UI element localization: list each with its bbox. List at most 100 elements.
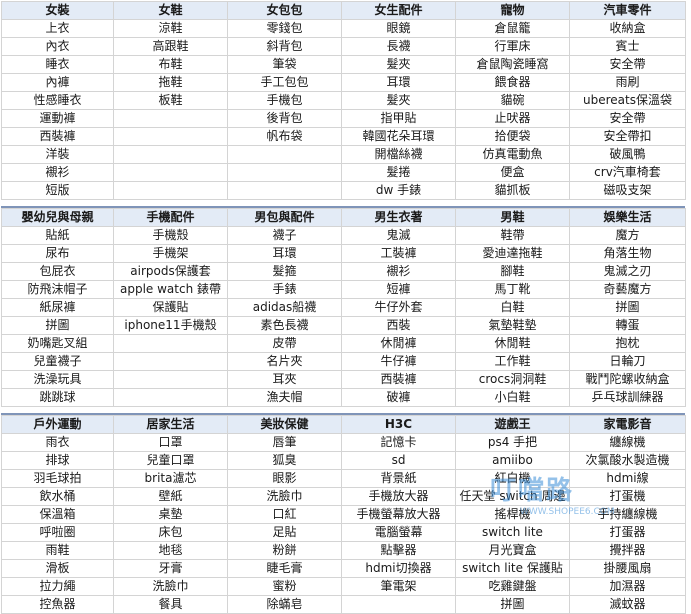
column-header: 寵物 <box>455 1 570 20</box>
table-cell: 耳環 <box>341 73 456 92</box>
table-cell: 襪子 <box>227 226 342 245</box>
table-cell: 鬼滅 <box>341 226 456 245</box>
table-cell: 打蛋機 <box>569 487 686 506</box>
table-cell: 兒童襪子 <box>1 352 114 371</box>
table-cell: 排球 <box>1 451 114 470</box>
table-cell: 紅白機 <box>455 469 570 488</box>
table-cell: 內衣 <box>1 37 114 56</box>
table-cell: 布鞋 <box>113 55 228 74</box>
table-cell: 襯衫 <box>341 262 456 281</box>
table-cell: 飲水桶 <box>1 487 114 506</box>
table-cell: 休閒鞋 <box>455 334 570 353</box>
table-cell: 戰鬥陀螺收納盒 <box>569 370 686 389</box>
table-row: 拼圖 iphone11手機殼 素色長襪 西裝 氣墊鞋墊 轉蛋 <box>1 316 686 335</box>
table-row: 內衣 高跟鞋 斜背包 長襪 行軍床 賓士 <box>1 37 686 56</box>
table-cell: 手機殼 <box>113 226 228 245</box>
table-cell: 牛仔外套 <box>341 298 456 317</box>
table-row: 包屁衣 airpods保護套 髮箍 襯衫 腳鞋 鬼滅之刃 <box>1 262 686 281</box>
table-cell: 指甲貼 <box>341 109 456 128</box>
column-header: 汽車零件 <box>569 1 686 20</box>
table-cell: 便盒 <box>455 163 570 182</box>
table-row: 奶嘴匙叉組 皮帶 休閒褲 休閒鞋 抱枕 <box>1 334 686 353</box>
category-block: 女裝 女鞋 女包包 女生配件 寵物 汽車零件 上衣 涼鞋 零錢包 眼鏡 倉鼠籠 收納盒 內衣 高跟鞋 斜背包… <box>1 1 686 200</box>
table-cell: 短褲 <box>341 280 456 299</box>
table-cell: 安全帶扣 <box>569 127 686 146</box>
column-header: 居家生活 <box>113 415 228 434</box>
table-cell: 角落生物 <box>569 244 686 263</box>
table-cell: 除蟎皂 <box>227 595 342 614</box>
column-header: 手機配件 <box>113 208 228 227</box>
table-cell: 狐臭 <box>227 451 342 470</box>
table-row: 呼啦圈 床包 足貼 電腦螢幕 switch lite 打蛋器 <box>1 523 686 542</box>
table-cell: 素色長襪 <box>227 316 342 335</box>
table-cell: 耳環 <box>227 244 342 263</box>
table-cell: airpods保護套 <box>113 262 228 281</box>
table-cell: 休閒褲 <box>341 334 456 353</box>
table-row: 貼紙 手機殼 襪子 鬼滅 鞋帶 魔方 <box>1 226 686 245</box>
table-cell: 開檔絲襪 <box>341 145 456 164</box>
table-cell <box>113 163 228 182</box>
table-cell: 洗臉巾 <box>227 487 342 506</box>
table-row: 兒童襪子 名片夾 牛仔褲 工作鞋 日輪刀 <box>1 352 686 371</box>
column-header: 嬰幼兒與母親 <box>1 208 114 227</box>
table-cell: 貼紙 <box>1 226 114 245</box>
table-cell <box>113 370 228 389</box>
table-cell: 破褲 <box>341 388 456 407</box>
table-cell: 西裝 <box>341 316 456 335</box>
table-cell: 高跟鞋 <box>113 37 228 56</box>
table-cell: 仿真電動魚 <box>455 145 570 164</box>
column-header: 男鞋 <box>455 208 570 227</box>
table-row: 羽毛球拍 brita濾芯 眼影 背景紙 紅白機 hdmi線 <box>1 469 686 488</box>
table-cell: 氣墊鞋墊 <box>455 316 570 335</box>
column-header: 男生衣著 <box>341 208 456 227</box>
table-cell: 地毯 <box>113 541 228 560</box>
table-cell: 洗臉巾 <box>113 577 228 596</box>
table-cell: 搖桿機 <box>455 505 570 524</box>
table-cell <box>113 145 228 164</box>
table-cell: 內褲 <box>1 73 114 92</box>
table-cell: 板鞋 <box>113 91 228 110</box>
table-cell: 唇筆 <box>227 433 342 452</box>
table-cell: 魔方 <box>569 226 686 245</box>
block-separator <box>1 413 685 415</box>
table-cell: ps4 手把 <box>455 433 570 452</box>
table-row: 洗澡玩具 耳夾 西裝褲 crocs洞洞鞋 戰鬥陀螺收納盒 <box>1 370 686 389</box>
table-cell: 睡衣 <box>1 55 114 74</box>
table-cell: 行軍床 <box>455 37 570 56</box>
table-cell <box>113 127 228 146</box>
column-header: 女生配件 <box>341 1 456 20</box>
table-cell: 餵食器 <box>455 73 570 92</box>
table-cell: hdmi切換器 <box>341 559 456 578</box>
table-cell: 倉鼠籠 <box>455 19 570 38</box>
table-cell: 奶嘴匙叉組 <box>1 334 114 353</box>
table-cell: 運動褲 <box>1 109 114 128</box>
table-cell: 拼圖 <box>1 316 114 335</box>
table-cell: 拉力繩 <box>1 577 114 596</box>
table-cell: 長襪 <box>341 37 456 56</box>
table-cell: 韓國花朵耳環 <box>341 127 456 146</box>
table-cell: 上衣 <box>1 19 114 38</box>
table-cell: 床包 <box>113 523 228 542</box>
table-cell: 倉鼠陶瓷睡窩 <box>455 55 570 74</box>
table-cell: 保護貼 <box>113 298 228 317</box>
table-row: 雨鞋 地毯 粉餅 點擊器 月光寶盒 攪拌器 <box>1 541 686 560</box>
table-cell: 跳跳球 <box>1 388 114 407</box>
table-cell <box>113 352 228 371</box>
table-cell: ubereats保溫袋 <box>569 91 686 110</box>
table-cell: 雨鞋 <box>1 541 114 560</box>
table-cell: 小白鞋 <box>455 388 570 407</box>
table-cell: 髮箍 <box>227 262 342 281</box>
table-cell: 手機包 <box>227 91 342 110</box>
table-cell: 手工包包 <box>227 73 342 92</box>
category-block: 戶外運動 居家生活 美妝保健 H3C 遊戲王 家電影音 雨衣 口罩 唇筆 記憶卡 ps4 手把 纏線機… <box>1 415 686 614</box>
table-cell: 日輪刀 <box>569 352 686 371</box>
table-row: 拉力繩 洗臉巾 蜜粉 筆電架 吃雞鍵盤 加濕器 <box>1 577 686 596</box>
table-cell: 牛仔褲 <box>341 352 456 371</box>
table-cell: 髮夾 <box>341 91 456 110</box>
table-cell: adidas船襪 <box>227 298 342 317</box>
table-cell: 貓碗 <box>455 91 570 110</box>
column-header: 女裝 <box>1 1 114 20</box>
table-cell: 呼啦圈 <box>1 523 114 542</box>
table-cell: 零錢包 <box>227 19 342 38</box>
